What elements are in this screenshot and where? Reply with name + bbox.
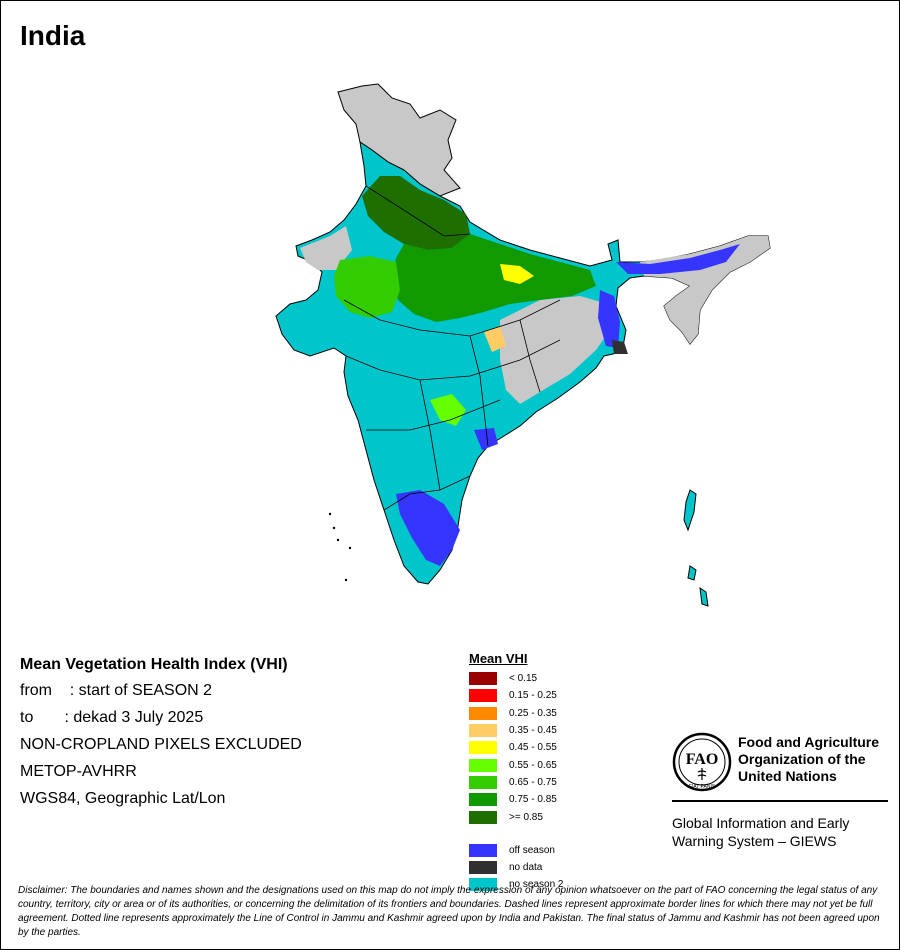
fao-logo-icon: FAO FIAT PANIS: [672, 732, 732, 792]
legend-extra-row: no season 2: [469, 876, 564, 893]
legend-class-label: < 0.15: [509, 673, 538, 685]
legend-class-row: 0.75 - 0.85: [469, 791, 564, 808]
map-info: Mean Vegetation Health Index (VHI) from …: [20, 656, 302, 817]
grey-patch-rajasthan: [300, 226, 352, 270]
legend-title: Mean VHI: [469, 651, 528, 666]
fao-logo-text: FAO: [686, 751, 719, 768]
legend-extra-swatch: [469, 878, 497, 892]
offseason-southeast: [474, 428, 498, 450]
legend-extra-label: off season: [509, 844, 555, 856]
offseason-southwest: [396, 490, 460, 566]
legend-class-swatch: [469, 672, 497, 686]
offseason-northeast: [616, 244, 740, 274]
legend-class-swatch: [469, 775, 497, 789]
mask-line: NON-CROPLAND PIXELS EXCLUDED: [20, 736, 302, 753]
legend-class-swatch: [469, 724, 497, 738]
legend: Mean VHI < 0.15 0.15 - 0.25 0.25 - 0.35 0.3…: [469, 651, 564, 894]
legend-class-swatch: [469, 741, 497, 755]
org-line-1: Food and Agriculture: [738, 734, 880, 750]
legend-class-swatch: [469, 810, 497, 824]
legend-class-swatch: [469, 689, 497, 703]
vhi-map: [0, 60, 900, 620]
islands: [683, 489, 709, 607]
green-belt-light: [334, 256, 400, 318]
legend-class-swatch: [469, 706, 497, 720]
legend-class-row: 0.25 - 0.35: [469, 705, 564, 722]
index-heading: Mean Vegetation Health Index (VHI): [20, 656, 288, 673]
legend-extra-label: no data: [509, 862, 543, 874]
legend-extra-swatch: [469, 861, 497, 875]
to-line: to : dekad 3 July 2025: [20, 709, 204, 726]
legend-class-row: < 0.15: [469, 670, 564, 687]
map-title: India: [20, 20, 86, 51]
yellow-patch-central: [484, 326, 506, 352]
from-line: from : start of SEASON 2: [20, 682, 213, 699]
legend-class-label: 0.25 - 0.35: [509, 707, 557, 719]
fao-org-name: Food and Agriculture Organization of the…: [738, 734, 879, 785]
legend-class-swatch: [469, 758, 497, 772]
legend-extra-label: no season 2: [509, 879, 564, 891]
sensor-line: METOP-AVHRR: [20, 763, 137, 780]
legend-class-row: >= 0.85: [469, 808, 564, 825]
state-borders: [343, 185, 561, 511]
giews-line-2: Warning System – GIEWS: [672, 833, 837, 849]
green-belt-mid: [392, 234, 596, 322]
legend-class-row: 0.45 - 0.55: [469, 739, 564, 756]
fao-divider: [672, 800, 888, 802]
giews-text: Global Information and Early Warning Sys…: [672, 814, 849, 850]
legend-class-label: 0.45 - 0.55: [509, 742, 557, 754]
disclaimer: Disclaimer: The boundaries and names sho…: [18, 885, 880, 938]
projection-line: WGS84, Geographic Lat/Lon: [20, 790, 226, 807]
legend-class-label: >= 0.85: [509, 811, 543, 823]
yellow-patch: [500, 264, 534, 284]
legend-class-label: 0.65 - 0.75: [509, 776, 557, 788]
grey-patch-northeast: [640, 236, 770, 344]
legend-class-label: 0.75 - 0.85: [509, 794, 557, 806]
legend-extra-row: off season: [469, 842, 564, 859]
legend-extra-swatch: [469, 843, 497, 857]
legend-class-row: 0.35 - 0.45: [469, 722, 564, 739]
legend-class-label: 0.15 - 0.25: [509, 690, 557, 702]
grey-patch-east: [500, 296, 610, 404]
green-patch-south: [430, 394, 466, 426]
legend-extra-row: no data: [469, 859, 564, 876]
legend-class-row: 0.55 - 0.65: [469, 756, 564, 773]
giews-line-1: Global Information and Early: [672, 815, 850, 831]
legend-class-row: 0.15 - 0.25: [469, 687, 564, 704]
org-line-2: Organization of the: [738, 751, 866, 767]
legend-class-label: 0.35 - 0.45: [509, 725, 557, 737]
offseason-east: [598, 290, 620, 348]
fao-logo-motto: FIAT PANIS: [689, 784, 716, 790]
legend-class-row: 0.65 - 0.75: [469, 774, 564, 791]
legend-class-swatch: [469, 793, 497, 807]
nodata-patch: [612, 340, 628, 354]
legend-class-label: 0.55 - 0.65: [509, 759, 557, 771]
org-line-3: United Nations: [738, 768, 837, 784]
green-belt-dark: [362, 176, 470, 250]
lakshadweep-dots: [328, 512, 352, 582]
